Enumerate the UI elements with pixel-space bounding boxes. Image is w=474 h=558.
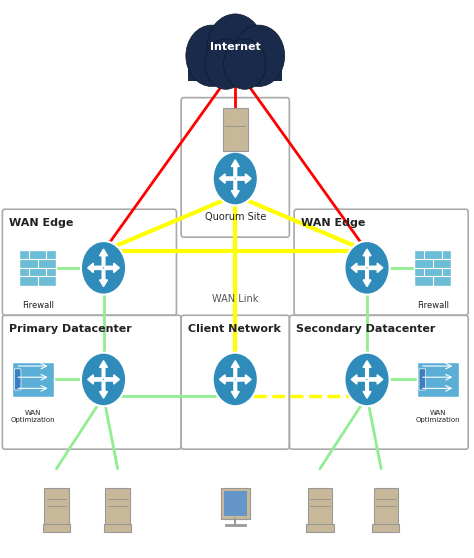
Text: Client Network: Client Network (188, 324, 281, 334)
FancyBboxPatch shape (419, 369, 426, 390)
FancyBboxPatch shape (224, 491, 247, 516)
FancyBboxPatch shape (188, 45, 283, 81)
Text: Firewall: Firewall (417, 301, 449, 310)
FancyArrow shape (88, 375, 102, 384)
FancyArrow shape (363, 269, 371, 287)
FancyArrow shape (231, 160, 239, 177)
FancyBboxPatch shape (223, 108, 247, 151)
Text: Secondary Datacenter: Secondary Datacenter (296, 324, 436, 334)
FancyArrow shape (351, 263, 366, 272)
Text: WAN
Optimization: WAN Optimization (415, 410, 460, 423)
FancyBboxPatch shape (14, 369, 21, 390)
FancyBboxPatch shape (44, 488, 69, 525)
FancyArrow shape (100, 381, 108, 398)
Text: Quorum Site: Quorum Site (205, 212, 266, 222)
FancyArrow shape (351, 375, 366, 384)
Text: Primary Datacenter: Primary Datacenter (9, 324, 132, 334)
FancyBboxPatch shape (306, 524, 334, 532)
Circle shape (345, 353, 390, 406)
Text: WAN Edge: WAN Edge (9, 218, 74, 228)
FancyArrow shape (231, 360, 239, 378)
FancyArrow shape (105, 375, 119, 384)
FancyArrow shape (88, 263, 102, 272)
FancyArrow shape (105, 263, 119, 272)
FancyArrow shape (231, 180, 239, 198)
FancyBboxPatch shape (104, 524, 131, 532)
FancyArrow shape (237, 174, 251, 183)
FancyArrow shape (231, 381, 239, 398)
FancyBboxPatch shape (414, 250, 452, 286)
Circle shape (205, 39, 247, 89)
FancyBboxPatch shape (105, 488, 130, 525)
Text: WAN Edge: WAN Edge (301, 218, 365, 228)
Circle shape (186, 25, 237, 86)
FancyArrow shape (100, 269, 108, 287)
Text: Firewall: Firewall (22, 301, 54, 310)
FancyBboxPatch shape (372, 524, 400, 532)
FancyBboxPatch shape (12, 362, 54, 397)
FancyBboxPatch shape (374, 488, 398, 525)
FancyArrow shape (363, 381, 371, 398)
Circle shape (81, 241, 126, 295)
Circle shape (207, 14, 264, 81)
Circle shape (345, 241, 390, 295)
Circle shape (213, 353, 258, 406)
Circle shape (224, 39, 266, 89)
FancyBboxPatch shape (308, 488, 332, 525)
FancyBboxPatch shape (417, 362, 458, 397)
FancyArrow shape (219, 174, 234, 183)
FancyArrow shape (237, 375, 251, 384)
FancyArrow shape (100, 249, 108, 267)
Text: WAN Link: WAN Link (212, 294, 258, 304)
FancyArrow shape (363, 360, 371, 378)
FancyArrow shape (100, 360, 108, 378)
FancyBboxPatch shape (19, 250, 56, 286)
FancyArrow shape (363, 249, 371, 267)
FancyBboxPatch shape (221, 488, 250, 519)
Circle shape (233, 25, 285, 86)
Text: WAN
Optimization: WAN Optimization (10, 410, 55, 423)
Text: Internet: Internet (210, 42, 261, 52)
Circle shape (213, 152, 258, 205)
FancyArrow shape (368, 375, 383, 384)
FancyBboxPatch shape (43, 524, 70, 532)
FancyArrow shape (219, 375, 234, 384)
FancyArrow shape (368, 263, 383, 272)
Circle shape (81, 353, 126, 406)
